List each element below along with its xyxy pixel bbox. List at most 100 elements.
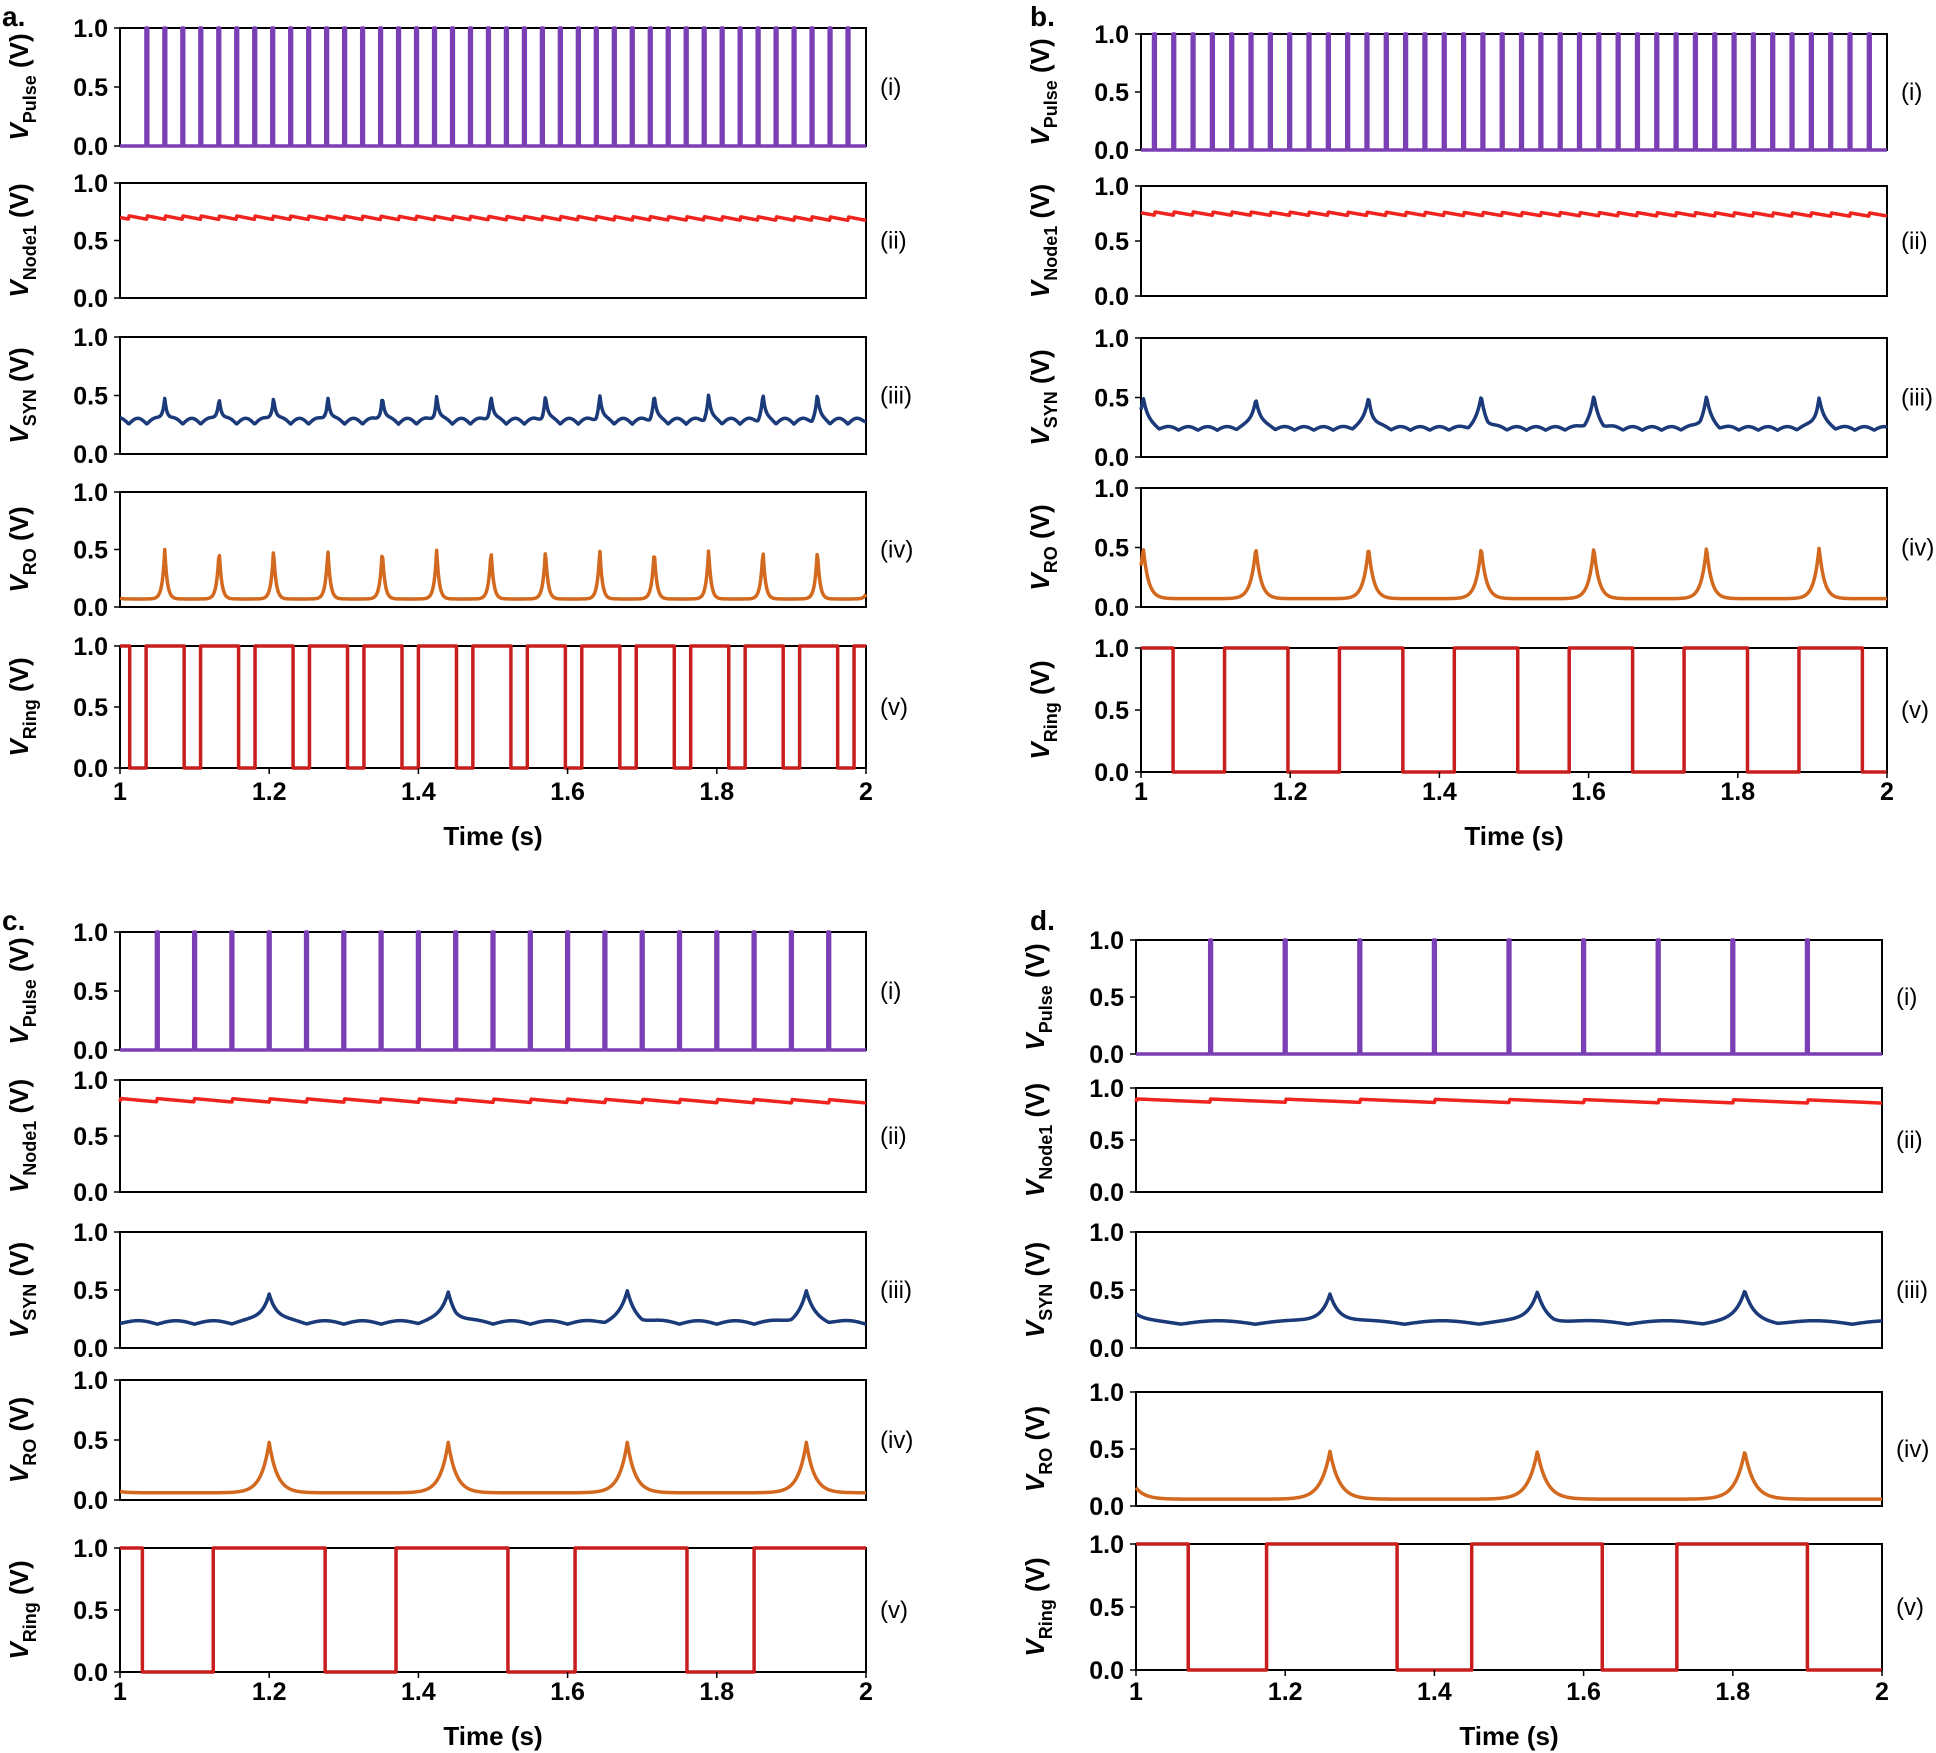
y-axis-label-sub: SYN	[1036, 1284, 1056, 1321]
y-tick-label: 0.5	[73, 1427, 108, 1455]
subplot-tag: (iv)	[1896, 1436, 1929, 1463]
y-tick-label: 0.0	[1094, 594, 1129, 622]
subplot-tag: (i)	[1901, 79, 1922, 106]
plot-frame	[119, 336, 867, 455]
y-axis-label-main: V	[4, 424, 34, 444]
trace-syn	[119, 393, 867, 426]
y-axis-label-unit: (V)	[1025, 38, 1055, 80]
y-tick-label: 0.5	[1089, 1436, 1124, 1464]
y-axis-label-unit: (V)	[4, 33, 34, 75]
y-axis-label-sub: RO	[20, 1439, 40, 1466]
subplot-2: 0.0 0.5 1.0 VSYN (V) (iii)	[1020, 1219, 1928, 1363]
plot-frame	[1140, 487, 1888, 608]
y-axis-label-unit: (V)	[4, 937, 34, 979]
x-tick-label: 1	[1134, 778, 1148, 806]
trace-syn	[1135, 1289, 1883, 1326]
subplot-3: 0.0 0.5 1.0 VRO (V) (iv)	[4, 479, 913, 622]
x-tick-label: 1.6	[550, 1678, 585, 1706]
panel-label: a.	[2, 1, 25, 32]
y-tick-label: 0.0	[73, 1335, 108, 1363]
y-axis-label: VRO (V)	[4, 1397, 40, 1483]
x-tick-label: 1.4	[401, 778, 436, 806]
y-axis-label-main: V	[4, 737, 34, 757]
trace-node1	[1134, 1097, 1883, 1105]
y-tick-label: 0.0	[73, 1487, 108, 1515]
x-tick-label: 1.8	[699, 778, 734, 806]
y-tick-label: 1.0	[1089, 1531, 1124, 1559]
plot-frame	[119, 645, 867, 769]
y-axis-label: VNode1 (V)	[1025, 184, 1061, 298]
y-axis-label-main: V	[1020, 1472, 1050, 1492]
y-tick-label: 0.5	[73, 228, 108, 256]
y-tick-label: 1.0	[73, 324, 108, 352]
y-axis-label: VNode1 (V)	[4, 1079, 40, 1193]
y-tick-label: 1.0	[1089, 927, 1124, 955]
x-tick-label: 1.2	[252, 778, 287, 806]
y-axis-label-main: V	[1025, 571, 1055, 591]
subplot-tag: (iii)	[1896, 1277, 1928, 1304]
y-axis-label-sub: RO	[1036, 1448, 1056, 1475]
y-axis-label: VSYN (V)	[4, 347, 40, 443]
panel-label: b.	[1030, 1, 1055, 32]
plot-frame	[119, 1379, 867, 1501]
y-tick-label: 0.0	[73, 1037, 108, 1065]
y-axis-label-unit: (V)	[4, 1397, 34, 1439]
y-axis-label-main: V	[1025, 426, 1055, 446]
y-axis-label-sub: SYN	[1041, 391, 1061, 428]
plot-frame	[1140, 185, 1888, 297]
y-axis-label-unit: (V)	[4, 1242, 34, 1284]
y-tick-label: 0.0	[1089, 1657, 1124, 1685]
trace-ring	[120, 1546, 866, 1674]
y-axis-label-sub: Ring	[1041, 702, 1061, 742]
y-axis-label-unit: (V)	[4, 1079, 34, 1121]
y-axis-label-main: V	[4, 1463, 34, 1483]
y-axis-label: VNode1 (V)	[4, 183, 40, 297]
y-tick-label: 0.0	[73, 441, 108, 469]
y-tick-label: 1.0	[73, 170, 108, 198]
plot-frame	[119, 491, 867, 608]
x-tick-label: 2	[859, 778, 873, 806]
x-axis-title: Time (s)	[443, 1721, 542, 1751]
y-axis-label-main: V	[4, 278, 34, 298]
x-axis: 1 1.2 1.4 1.6 1.8 2 Time (s)	[113, 1672, 873, 1751]
trace-node1	[1140, 210, 1888, 218]
x-tick-label: 1	[113, 778, 127, 806]
y-axis-label-main: V	[1025, 126, 1055, 146]
y-tick-label: 0.5	[1094, 228, 1129, 256]
y-tick-label: 1.0	[73, 479, 108, 507]
trace-syn	[119, 1289, 867, 1326]
y-axis-label-main: V	[1020, 1637, 1050, 1657]
y-axis-label: VSYN (V)	[1025, 349, 1061, 445]
subplot-1: 0.0 0.5 1.0 VNode1 (V) (ii)	[4, 170, 907, 313]
y-tick-label: 0.0	[1089, 1493, 1124, 1521]
y-axis-label-unit: (V)	[1020, 943, 1050, 985]
y-tick-label: 0.0	[73, 1179, 108, 1207]
subplot-tag: (ii)	[1896, 1127, 1923, 1154]
y-axis-label-sub: Node1	[20, 225, 40, 280]
plot-frame	[119, 182, 867, 299]
trace-syn	[1139, 395, 1888, 432]
y-axis-label-sub: Node1	[20, 1121, 40, 1176]
subplot-4: 0.0 0.5 1.0 VRing (V) (v)	[1020, 1531, 1924, 1685]
x-tick-label: 1	[113, 1678, 127, 1706]
y-axis-label-main: V	[4, 573, 34, 593]
subplot-3: 0.0 0.5 1.0 VRO (V) (iv)	[4, 1367, 913, 1515]
y-axis-label: VSYN (V)	[4, 1242, 40, 1338]
y-axis-label-unit: (V)	[4, 506, 34, 548]
subplot-tag: (iii)	[880, 383, 912, 410]
y-tick-label: 0.5	[1094, 697, 1129, 725]
x-axis: 1 1.2 1.4 1.6 1.8 2 Time (s)	[1134, 772, 1894, 851]
y-tick-label: 0.5	[1094, 79, 1129, 107]
y-axis-label-sub: Pulse	[1041, 80, 1061, 128]
x-tick-label: 2	[859, 1678, 873, 1706]
y-axis-label: VPulse (V)	[1025, 38, 1061, 145]
panel-label: d.	[1030, 905, 1055, 936]
subplot-4: 0.0 0.5 1.0 VRing (V) (v)	[1025, 635, 1929, 787]
subplot-0: 0.0 0.5 1.0 VPulse (V) (i)	[4, 919, 901, 1065]
y-axis-label-sub: RO	[20, 548, 40, 575]
subplot-tag: (i)	[880, 74, 901, 101]
y-tick-label: 1.0	[73, 633, 108, 661]
subplot-tag: (iv)	[1901, 535, 1934, 562]
y-tick-label: 1.0	[1094, 325, 1129, 353]
